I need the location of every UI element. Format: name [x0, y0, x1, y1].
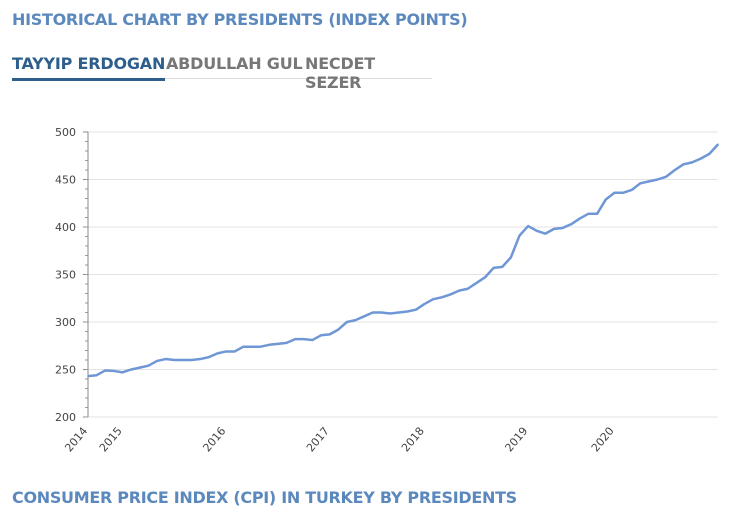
data-point	[173, 359, 176, 361]
data-point	[346, 321, 348, 323]
data-point	[337, 328, 340, 331]
x-tick-label: 2017	[304, 425, 332, 455]
data-point	[622, 192, 624, 194]
data-point	[233, 350, 236, 353]
data-point	[354, 319, 357, 321]
x-tick-label: 2018	[399, 425, 427, 455]
data-point	[415, 308, 417, 311]
chart-section-title: HISTORICAL CHART BY PRESIDENTS (INDEX PO…	[12, 10, 468, 29]
data-point	[251, 345, 253, 348]
data-point	[328, 333, 331, 336]
data-point	[708, 153, 711, 155]
data-point	[639, 182, 642, 185]
data-point	[699, 157, 702, 160]
data-point	[190, 359, 193, 361]
tab-abdullah-gul[interactable]: ABDULLAH GUL	[166, 54, 303, 73]
cpi-series-line	[87, 143, 719, 378]
data-point	[441, 296, 443, 299]
data-point	[501, 266, 504, 268]
data-point	[371, 311, 374, 314]
data-point	[380, 311, 383, 314]
data-point	[510, 256, 512, 259]
data-point	[138, 366, 141, 369]
data-point	[147, 364, 150, 367]
y-tick-label: 350	[55, 269, 76, 282]
data-point	[104, 369, 107, 372]
data-point	[458, 289, 460, 292]
data-point	[432, 298, 435, 301]
data-point	[397, 311, 400, 314]
data-point	[484, 276, 486, 279]
data-point	[130, 368, 132, 371]
data-point	[156, 360, 158, 362]
data-point	[596, 212, 598, 215]
data-point	[277, 343, 279, 345]
data-point	[182, 359, 184, 361]
data-point	[466, 287, 469, 290]
y-tick-label: 300	[55, 316, 76, 329]
data-point	[553, 228, 555, 230]
data-point	[242, 345, 245, 348]
y-tick-label: 250	[55, 364, 76, 377]
data-point	[527, 225, 529, 227]
data-point	[164, 358, 167, 360]
data-point	[87, 375, 89, 377]
x-tick-label: 2014	[62, 425, 90, 455]
data-point	[449, 293, 452, 296]
data-point	[570, 223, 573, 225]
data-point	[518, 234, 521, 237]
data-point	[294, 338, 296, 340]
x-tick-label: 2015	[97, 425, 125, 455]
cpi-line-chart: 200 250 300 350 400 450 500 2014 2015 2016 2017 201…	[55, 126, 719, 455]
data-point	[199, 358, 201, 360]
x-tick-label: 2019	[502, 425, 530, 455]
data-point	[208, 356, 210, 358]
data-point	[268, 344, 271, 346]
data-point	[544, 232, 547, 235]
data-point	[113, 370, 115, 372]
data-point	[682, 163, 685, 166]
data-point	[285, 342, 288, 344]
cpi-section-heading: CONSUMER PRICE INDEX (CPI) IN TURKEY BY …	[12, 488, 517, 507]
data-point	[320, 334, 322, 337]
president-tabs: TAYYIP ERDOGAN ABDULLAH GUL NECDET SEZER	[12, 50, 432, 92]
data-point	[121, 371, 124, 374]
data-point	[630, 189, 633, 191]
data-point	[406, 310, 409, 313]
data-point	[311, 339, 314, 341]
tab-tayyip-erdogan[interactable]: TAYYIP ERDOGAN	[12, 54, 166, 81]
data-point	[389, 312, 391, 315]
data-point	[665, 175, 668, 178]
data-point	[579, 217, 581, 220]
data-point	[423, 303, 426, 305]
data-point	[216, 352, 219, 355]
y-tick-label: 450	[55, 174, 76, 187]
data-point	[535, 230, 538, 232]
data-point	[492, 267, 495, 269]
data-point	[691, 161, 693, 164]
data-point	[302, 338, 305, 340]
x-tick-label: 2016	[200, 425, 228, 455]
data-point	[648, 180, 650, 183]
data-point	[605, 198, 607, 201]
y-tick-label: 400	[55, 221, 76, 234]
y-tick-label: 200	[55, 411, 76, 424]
data-point	[561, 227, 564, 229]
data-point	[475, 282, 478, 284]
data-point	[613, 192, 616, 194]
y-tick-label: 500	[55, 126, 76, 139]
data-point	[717, 143, 719, 146]
x-tick-label: 2020	[589, 425, 617, 455]
data-point	[225, 350, 227, 353]
data-point	[587, 212, 590, 215]
data-point	[656, 178, 659, 181]
data-point	[95, 374, 98, 377]
data-point	[363, 315, 365, 318]
data-point	[259, 345, 262, 348]
tab-necdet-sezer[interactable]: NECDET SEZER	[305, 54, 375, 92]
data-point	[674, 169, 676, 171]
